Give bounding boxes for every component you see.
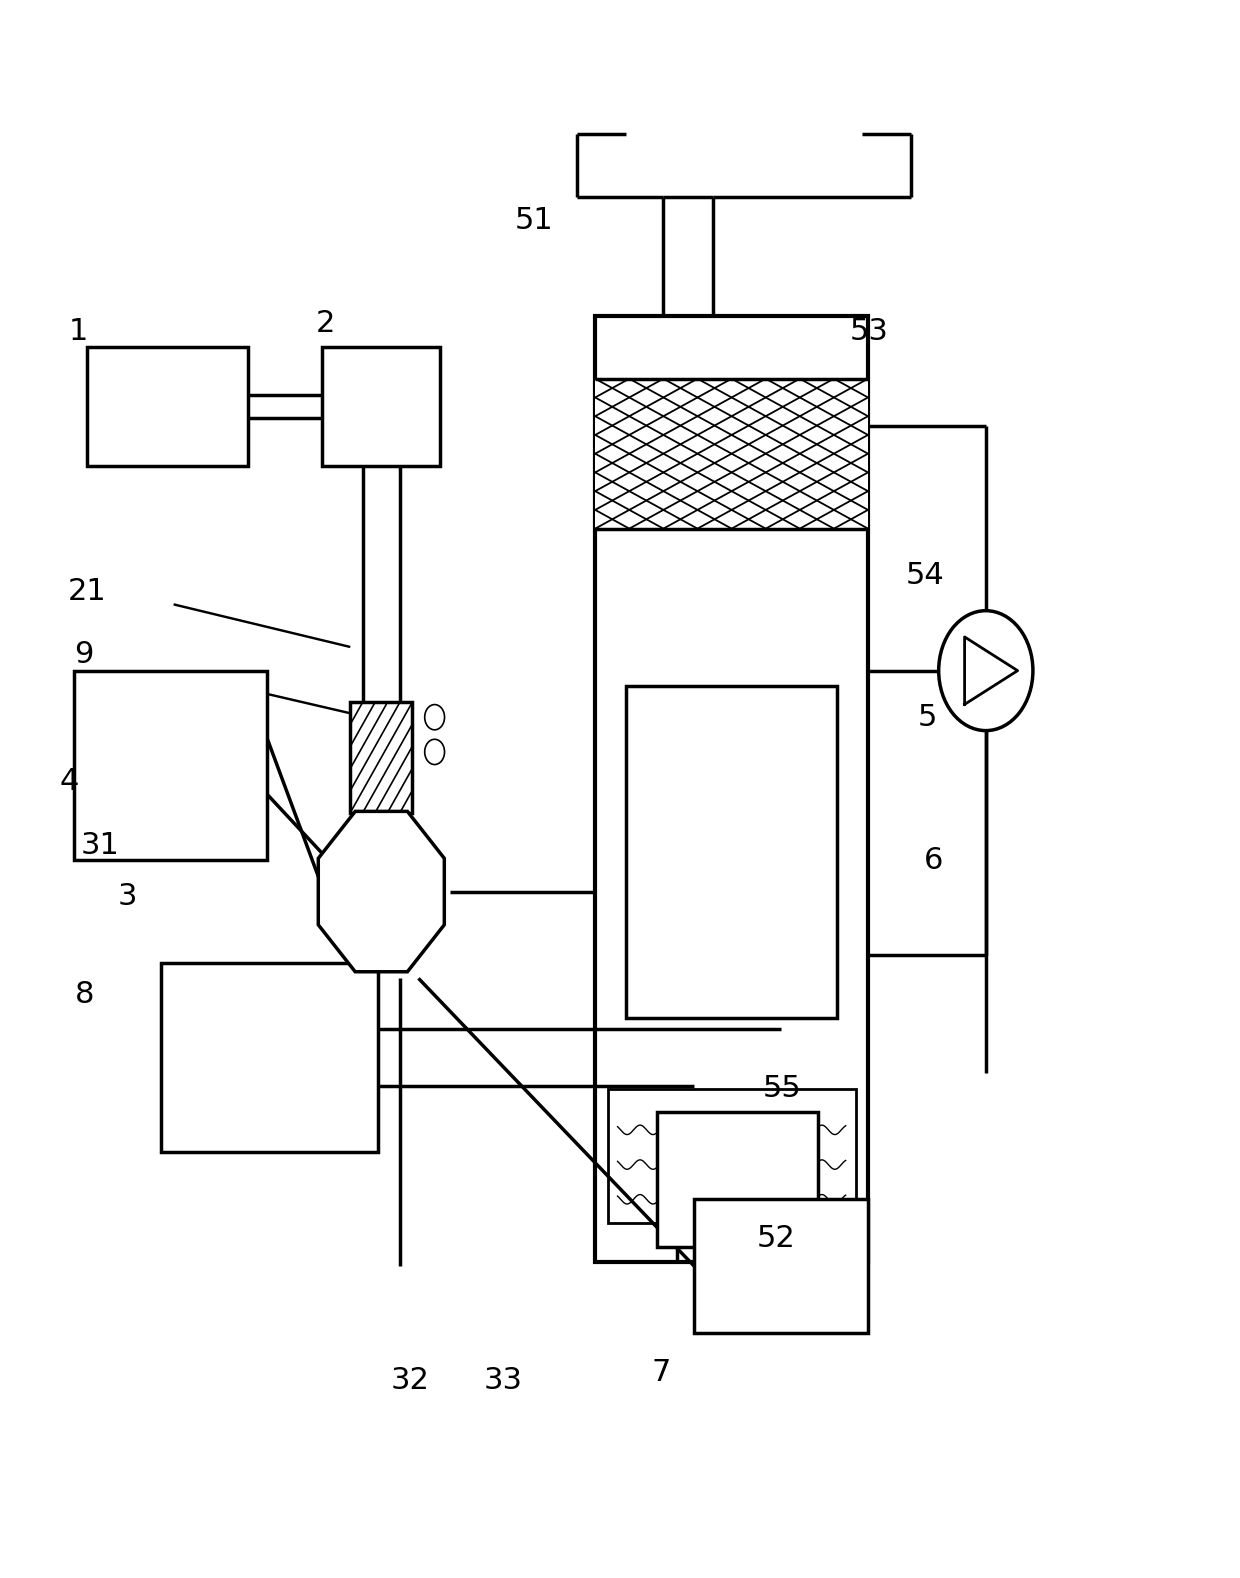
Bar bbox=[694, 1199, 868, 1333]
Text: 55: 55 bbox=[763, 1075, 801, 1103]
Bar bbox=[657, 1112, 818, 1247]
Circle shape bbox=[939, 611, 1033, 731]
Text: 2: 2 bbox=[316, 309, 336, 338]
Text: 31: 31 bbox=[81, 832, 119, 860]
Text: 8: 8 bbox=[74, 980, 94, 1008]
Text: 32: 32 bbox=[391, 1367, 429, 1395]
Text: 3: 3 bbox=[118, 882, 138, 911]
Text: 52: 52 bbox=[756, 1225, 795, 1253]
Bar bbox=[350, 702, 412, 813]
Text: 33: 33 bbox=[484, 1367, 522, 1395]
Bar bbox=[350, 702, 412, 813]
Bar bbox=[608, 1089, 856, 1223]
Text: 9: 9 bbox=[74, 641, 94, 669]
Bar bbox=[595, 379, 868, 529]
Circle shape bbox=[424, 739, 444, 765]
Text: 54: 54 bbox=[905, 562, 944, 590]
Polygon shape bbox=[319, 811, 444, 972]
Bar bbox=[87, 347, 248, 466]
Text: 1: 1 bbox=[68, 317, 88, 346]
Bar bbox=[595, 316, 868, 1262]
Text: 7: 7 bbox=[651, 1359, 671, 1387]
Text: 51: 51 bbox=[515, 207, 553, 235]
Bar bbox=[322, 347, 440, 466]
Text: 4: 4 bbox=[60, 767, 79, 795]
Bar bbox=[626, 686, 837, 1018]
Circle shape bbox=[424, 704, 444, 729]
Text: 5: 5 bbox=[918, 704, 937, 732]
Text: 6: 6 bbox=[924, 846, 944, 874]
Bar bbox=[161, 963, 378, 1152]
Text: 53: 53 bbox=[849, 317, 888, 346]
Bar bbox=[74, 671, 267, 860]
Text: 21: 21 bbox=[68, 578, 107, 606]
